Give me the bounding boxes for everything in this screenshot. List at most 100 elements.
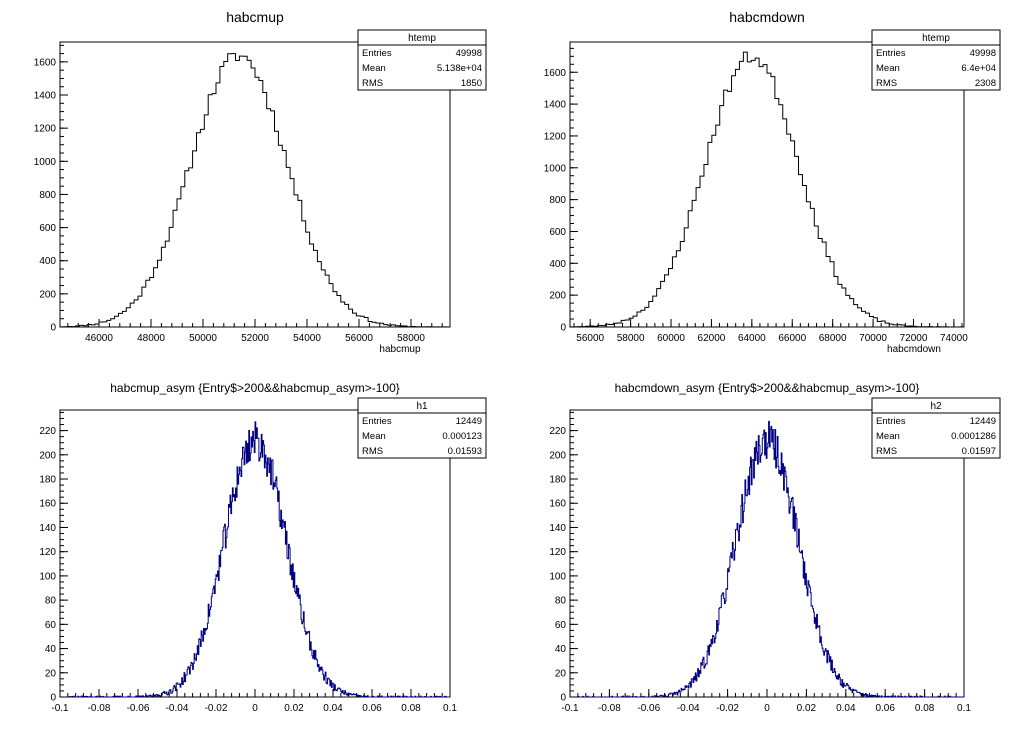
histogram-series: [60, 421, 450, 698]
y-tick-label: 80: [45, 596, 57, 607]
y-tick-label: 100: [549, 571, 566, 582]
y-tick-label: 1600: [34, 57, 57, 68]
x-tick-label: -0.1: [51, 703, 69, 714]
x-tick-label: -0.02: [205, 703, 228, 714]
y-tick-label: 0: [560, 323, 566, 334]
y-tick-label: 200: [549, 291, 566, 302]
y-tick-label: 120: [549, 547, 566, 558]
x-tick-label: 0.06: [875, 703, 895, 714]
x-tick-label: -0.08: [88, 703, 111, 714]
y-tick-label: 40: [45, 644, 57, 655]
y-tick-label: 120: [39, 547, 56, 558]
x-tick-label: -0.04: [677, 703, 700, 714]
x-tick-label: 72000: [900, 333, 928, 344]
histogram-panel-4: habcmdown_asym {Entry$>200&&habcmup_asym…: [549, 381, 1001, 714]
stats-box: htemp Entries 49998 Mean 5.138e+04 RMS 1850: [357, 29, 487, 91]
stats-row-label: RMS: [362, 78, 383, 89]
y-tick-label: 1400: [34, 91, 57, 102]
y-tick-label: 1000: [544, 163, 567, 174]
stats-row-value: 49998: [456, 48, 482, 59]
y-tick-label: 180: [39, 475, 56, 486]
x-tick-label: 56000: [345, 333, 373, 344]
y-tick-label: 1400: [544, 100, 567, 111]
x-tick-label: 0: [252, 703, 258, 714]
x-tick-label: 0.04: [323, 703, 343, 714]
y-tick-label: 140: [39, 523, 56, 534]
y-tick-label: 160: [39, 499, 56, 510]
stats-box-title: h1: [416, 401, 428, 412]
histogram-series: [59, 53, 450, 328]
y-tick-label: 80: [555, 596, 567, 607]
x-tick-label: 0.04: [836, 703, 856, 714]
stats-row-value: 1850: [461, 78, 482, 89]
x-tick-label: 0: [764, 703, 770, 714]
x-tick-label: 48000: [137, 333, 165, 344]
x-tick-label: 68000: [819, 333, 847, 344]
chart-title: habcmdown: [729, 9, 805, 25]
stats-row-label: Mean: [362, 63, 386, 74]
stats-row-value: 0.000123: [442, 431, 482, 442]
stats-row-label: Mean: [876, 431, 900, 442]
y-tick-label: 400: [39, 256, 56, 267]
stats-box-title: htemp: [408, 33, 436, 44]
stats-box-title: htemp: [922, 33, 950, 44]
stats-row-label: Entries: [876, 416, 906, 427]
x-tick-label: -0.1: [561, 703, 579, 714]
x-tick-label: 0.1: [957, 703, 971, 714]
x-tick-label: 50000: [189, 333, 217, 344]
x-tick-label: 64000: [738, 333, 766, 344]
y-tick-label: 180: [549, 475, 566, 486]
x-tick-label: 70000: [859, 333, 887, 344]
stats-box-title: h2: [930, 401, 942, 412]
x-tick-label: 60000: [657, 333, 685, 344]
stats-row-value: 2308: [975, 78, 996, 89]
y-tick-label: 40: [555, 644, 567, 655]
x-tick-label: 62000: [698, 333, 726, 344]
y-tick-label: 140: [549, 523, 566, 534]
x-tick-label: 74000: [940, 333, 968, 344]
histogram-series: [570, 420, 964, 698]
stats-row-value: 5.138e+04: [437, 63, 482, 74]
x-tick-label: 0.08: [915, 703, 935, 714]
x-tick-label: 54000: [293, 333, 321, 344]
y-tick-label: 600: [39, 223, 56, 234]
y-tick-label: 200: [549, 450, 566, 461]
y-tick-label: 20: [45, 668, 57, 679]
stats-row-label: Mean: [362, 431, 386, 442]
stats-box-frame: [871, 397, 1001, 459]
stats-box: h2 Entries 12449 Mean 0.0001286 RMS 0.01597: [871, 397, 1001, 459]
y-tick-label: 100: [39, 571, 56, 582]
stats-row-label: Entries: [362, 48, 392, 59]
x-tick-label: 0.1: [443, 703, 457, 714]
y-tick-label: 200: [39, 450, 56, 461]
histogram-panel-1: habcmup 46000 48000 50000 52000 54000 56000 580…: [34, 9, 487, 355]
histogram-panel-3: habcmup_asym {Entry$>200&&habcmup_asym>-…: [39, 381, 487, 714]
stats-row-label: Entries: [362, 416, 392, 427]
chart-title: habcmdown_asym {Entry$>200&&habcmup_asym…: [615, 381, 920, 395]
y-tick-label: 20: [555, 668, 567, 679]
x-tick-label: -0.08: [598, 703, 621, 714]
y-tick-label: 220: [39, 426, 56, 437]
stats-box-frame: [871, 29, 1001, 91]
y-tick-label: 60: [555, 620, 567, 631]
x-axis-label: habcmup: [379, 344, 421, 355]
y-tick-label: 800: [39, 190, 56, 201]
y-tick-label: 0: [560, 693, 566, 704]
y-tick-label: 1200: [544, 131, 567, 142]
y-tick-label: 1600: [544, 68, 567, 79]
stats-row-value: 49998: [970, 48, 996, 59]
x-tick-label: 0.08: [401, 703, 421, 714]
x-tick-label: 0.06: [362, 703, 382, 714]
y-tick-label: 0: [50, 693, 56, 704]
y-tick-label: 0: [50, 323, 56, 334]
stats-row-label: RMS: [876, 446, 897, 457]
histogram-panel-2: habcmdown 56000 58000 60000 62000 64000 66000 6…: [544, 9, 1001, 355]
x-tick-label: 46000: [85, 333, 113, 344]
stats-row-label: RMS: [876, 78, 897, 89]
y-tick-label: 160: [549, 499, 566, 510]
y-tick-label: 1000: [34, 157, 57, 168]
x-tick-label: 0.02: [284, 703, 304, 714]
stats-row-value: 12449: [456, 416, 482, 427]
x-tick-label: -0.02: [716, 703, 739, 714]
y-tick-label: 220: [549, 426, 566, 437]
